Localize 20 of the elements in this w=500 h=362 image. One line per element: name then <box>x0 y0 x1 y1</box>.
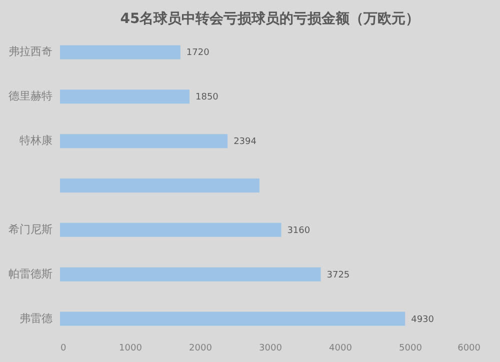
y-tick-label: 特林康 <box>20 134 52 148</box>
y-tick-label: 希门尼斯 <box>8 222 52 236</box>
y-tick-label: 德里赫特 <box>8 90 52 103</box>
y-tick-label: 帕雷德斯 <box>8 267 52 280</box>
x-tick-label: 5000 <box>399 344 422 354</box>
y-tick-label: 弗雷德 <box>20 312 52 325</box>
x-tick-label: 3000 <box>259 344 282 354</box>
data-label: 4930 <box>411 314 434 325</box>
data-label: 3160 <box>287 226 310 236</box>
x-tick-label: 0 <box>60 344 66 354</box>
data-label: 1850 <box>196 92 219 103</box>
y-tick-label: 弗拉西奇 <box>8 45 52 58</box>
data-label: 2394 <box>234 137 257 148</box>
x-tick-label: 2000 <box>189 344 212 354</box>
x-tick-label: 1000 <box>119 344 142 354</box>
chart-title: 45名球员中转会亏损球员的亏损金额（万欧元） <box>120 10 420 27</box>
x-tick-label: 6000 <box>458 344 481 354</box>
x-tick-label: 4000 <box>329 344 352 354</box>
data-label: 1720 <box>186 48 210 58</box>
data-label: 3725 <box>326 270 350 280</box>
